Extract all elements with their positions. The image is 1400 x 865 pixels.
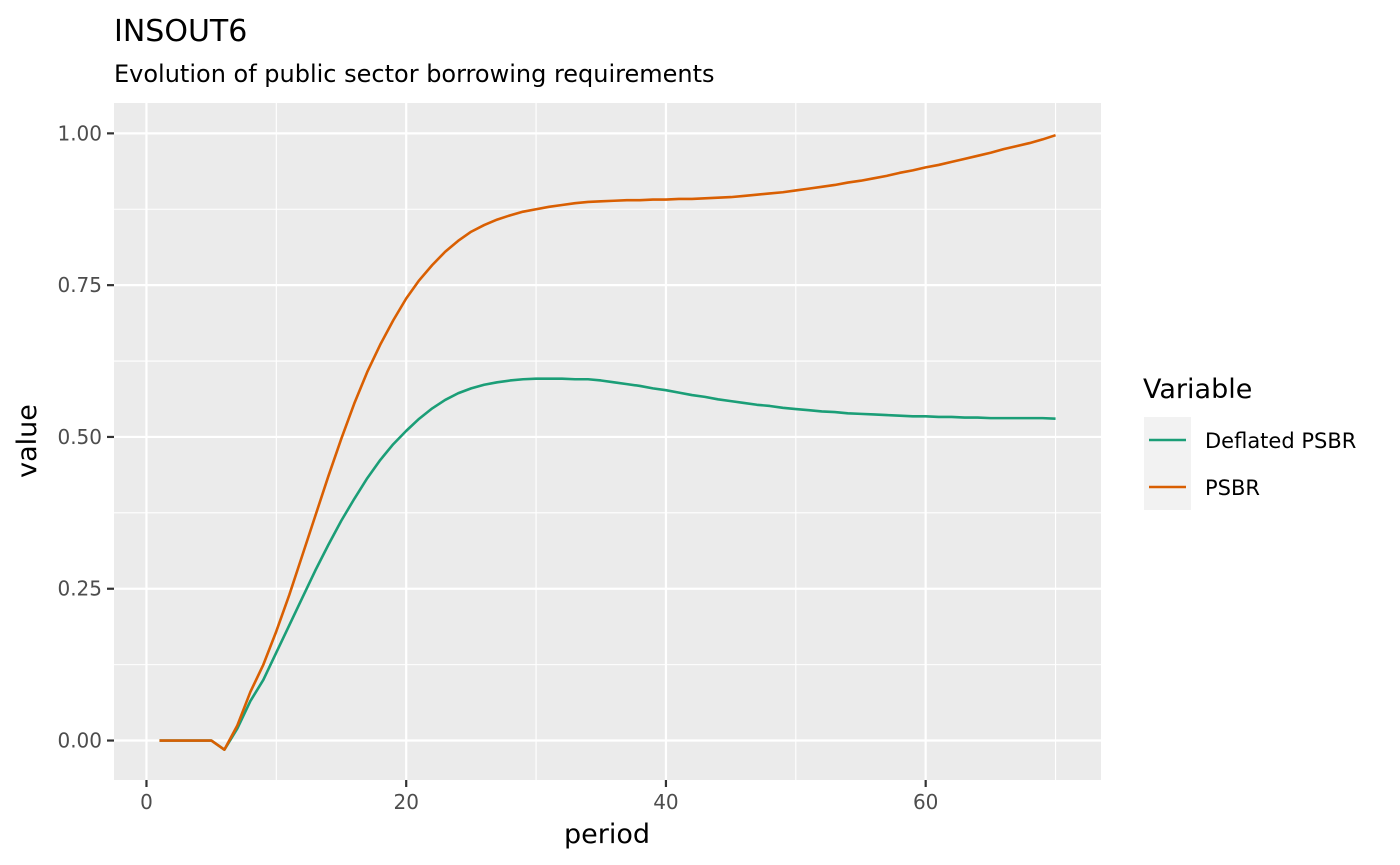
x-tick-label: 40 bbox=[653, 790, 678, 814]
grid-minor bbox=[114, 103, 1101, 780]
x-tick-label: 20 bbox=[393, 790, 418, 814]
y-tick-label: 0.00 bbox=[57, 729, 102, 753]
legend: Variable Deflated PSBR PSBR bbox=[1143, 374, 1356, 510]
series-line-1 bbox=[159, 133, 1056, 751]
legend-items: Deflated PSBR PSBR bbox=[1149, 429, 1356, 500]
chart-subtitle: Evolution of public sector borrowing req… bbox=[114, 60, 715, 88]
legend-label-0: Deflated PSBR bbox=[1205, 429, 1356, 453]
y-tick-label: 1.00 bbox=[57, 121, 102, 145]
series-layer bbox=[159, 133, 1056, 751]
y-tick-label: 0.75 bbox=[57, 273, 102, 297]
grid-major bbox=[114, 103, 1101, 780]
y-axis-title: value bbox=[12, 404, 43, 478]
plot-panel bbox=[114, 103, 1101, 780]
legend-key-background bbox=[1144, 417, 1191, 510]
y-axis: 0.00 0.25 0.50 0.75 1.00 bbox=[57, 121, 114, 753]
y-tick-label: 0.25 bbox=[57, 577, 102, 601]
y-tick-label: 0.50 bbox=[57, 425, 102, 449]
x-axis-title: period bbox=[564, 819, 650, 850]
x-tick-label: 60 bbox=[913, 790, 938, 814]
legend-title: Variable bbox=[1143, 374, 1252, 405]
x-axis: 0 20 40 60 bbox=[140, 780, 938, 814]
series-line-0 bbox=[159, 377, 1056, 751]
chart-title: INSOUT6 bbox=[114, 14, 247, 49]
legend-label-1: PSBR bbox=[1205, 476, 1260, 500]
x-tick-label: 0 bbox=[140, 790, 153, 814]
